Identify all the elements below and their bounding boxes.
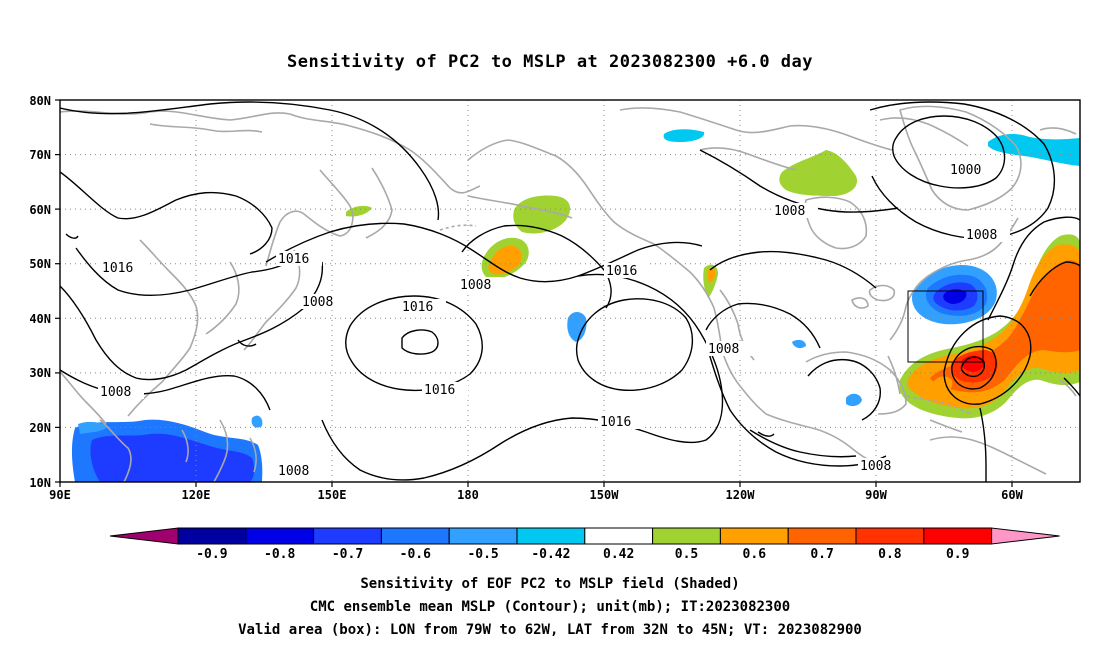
contour-label: 1008 <box>774 204 805 219</box>
colorbar-label: -0.6 <box>400 547 431 562</box>
colorbar-swatch <box>787 527 857 545</box>
contour-labels: 1016 1016 1008 1016 1016 1008 1008 1016 … <box>98 162 1010 479</box>
positive-shade-gulf-alaska <box>513 195 571 234</box>
lat-label: 50N <box>29 257 51 271</box>
lat-label: 40N <box>29 312 51 326</box>
positive-shade-atlantic-band-red <box>930 260 1080 393</box>
negative-shade-arctic-west <box>663 129 705 142</box>
colorbar-swatch <box>448 527 518 545</box>
positive-shade-pacific-orange-core <box>488 245 522 275</box>
colorbar-swatch <box>177 527 247 545</box>
lat-lon-grid <box>60 100 1080 482</box>
negative-shade-south-asia-inner <box>90 433 255 482</box>
contour-label: 1008 <box>966 228 997 243</box>
colorbar-swatch <box>380 527 450 545</box>
latitude-labels: 80N 70N 60N 50N 40N 30N 20N 10N <box>29 94 51 490</box>
positive-shade-baja-core <box>708 268 716 283</box>
contour-label: 1016 <box>600 415 631 430</box>
contour-label: 1016 <box>606 264 637 279</box>
lat-label: 20N <box>29 421 51 435</box>
contour-label: 1008 <box>460 278 491 293</box>
map-border <box>59 99 1081 483</box>
colorbar-label: 0.8 <box>878 547 902 562</box>
colorbar-swatch <box>516 527 586 545</box>
colorbar-label: 0.9 <box>946 547 969 562</box>
valid-area-box <box>907 290 984 363</box>
contour-label: 1008 <box>860 459 891 474</box>
contour-label: 1008 <box>100 385 131 400</box>
lon-label: 150W <box>590 488 620 502</box>
colorbar-label: 0.6 <box>743 547 767 562</box>
contour-label: 1016 <box>278 252 309 267</box>
caption-line-3: Valid area (box): LON from 79W to 62W, L… <box>238 622 862 638</box>
colorbar-min-triangle <box>109 527 179 545</box>
lon-label: 90E <box>49 488 71 502</box>
lat-label: 60N <box>29 203 51 217</box>
colorbar-label: 0.42 <box>603 547 634 562</box>
colorbar-label: -0.7 <box>332 547 363 562</box>
caption: Sensitivity of EOF PC2 to MSLP field (Sh… <box>238 576 862 638</box>
caption-line-1: Sensitivity of EOF PC2 to MSLP field (Sh… <box>360 576 739 592</box>
colorbar-swatch <box>855 527 925 545</box>
contour-label: 1008 <box>302 295 333 310</box>
contour-label: 1016 <box>424 383 455 398</box>
negative-shade-arctic-east <box>988 134 1080 166</box>
colorbar-max-triangle <box>991 527 1060 545</box>
colorbar-swatch <box>313 527 382 545</box>
lat-label: 70N <box>29 148 51 162</box>
colorbar-swatch <box>652 527 721 545</box>
negative-shade-islands <box>251 415 263 428</box>
negative-shade-south-asia-edge <box>78 421 108 434</box>
map-panel: 1016 1016 1008 1016 1016 1008 1008 1016 … <box>29 94 1081 502</box>
colorbar-label: -0.42 <box>531 547 570 562</box>
lon-label: 180 <box>457 488 479 502</box>
positive-shade-atlantic-hole <box>931 376 953 394</box>
colorbar-label: -0.9 <box>196 547 227 562</box>
colorbar-label: 0.5 <box>675 547 698 562</box>
contour-label: 1008 <box>708 342 739 357</box>
lon-label: 120E <box>182 488 211 502</box>
colorbar-label: 0.7 <box>810 547 833 562</box>
colorbar-label: -0.5 <box>467 547 498 562</box>
contour-label: 1000 <box>950 163 981 178</box>
colorbar: -0.9 -0.8 -0.7 -0.6 -0.5 -0.42 0.42 0.5 0.6 0.7 0.… <box>109 527 1060 562</box>
colorbar-swatch <box>245 527 315 545</box>
lon-label: 60W <box>1001 488 1023 502</box>
caption-line-2: CMC ensemble mean MSLP (Contour); unit(m… <box>310 599 790 615</box>
colorbar-swatch <box>584 527 654 545</box>
axis-ticks <box>55 99 1013 487</box>
lon-label: 90W <box>865 488 887 502</box>
negative-shade-mid-pacific <box>567 312 587 342</box>
contour-label: 1008 <box>278 464 309 479</box>
colorbar-swatch <box>719 527 789 545</box>
longitude-labels: 90E 120E 150E 180 150W 120W 90W 60W <box>49 488 1023 502</box>
negative-shade-baja-small <box>792 339 806 349</box>
lat-label: 80N <box>29 94 51 108</box>
colorbar-label: -0.8 <box>264 547 295 562</box>
negative-shade-gulf <box>846 393 862 407</box>
positive-shade-canada <box>779 150 858 196</box>
lat-label: 10N <box>29 476 51 490</box>
negative-shade-atlantic-inner <box>943 289 967 304</box>
colorbar-swatch <box>923 527 993 545</box>
contour-label: 1016 <box>102 261 133 276</box>
lon-label: 150E <box>318 488 347 502</box>
figure-title: Sensitivity of PC2 to MSLP at 2023082300… <box>287 52 813 72</box>
lat-label: 30N <box>29 366 51 380</box>
lon-label: 120W <box>726 488 756 502</box>
contour-label: 1016 <box>402 300 433 315</box>
